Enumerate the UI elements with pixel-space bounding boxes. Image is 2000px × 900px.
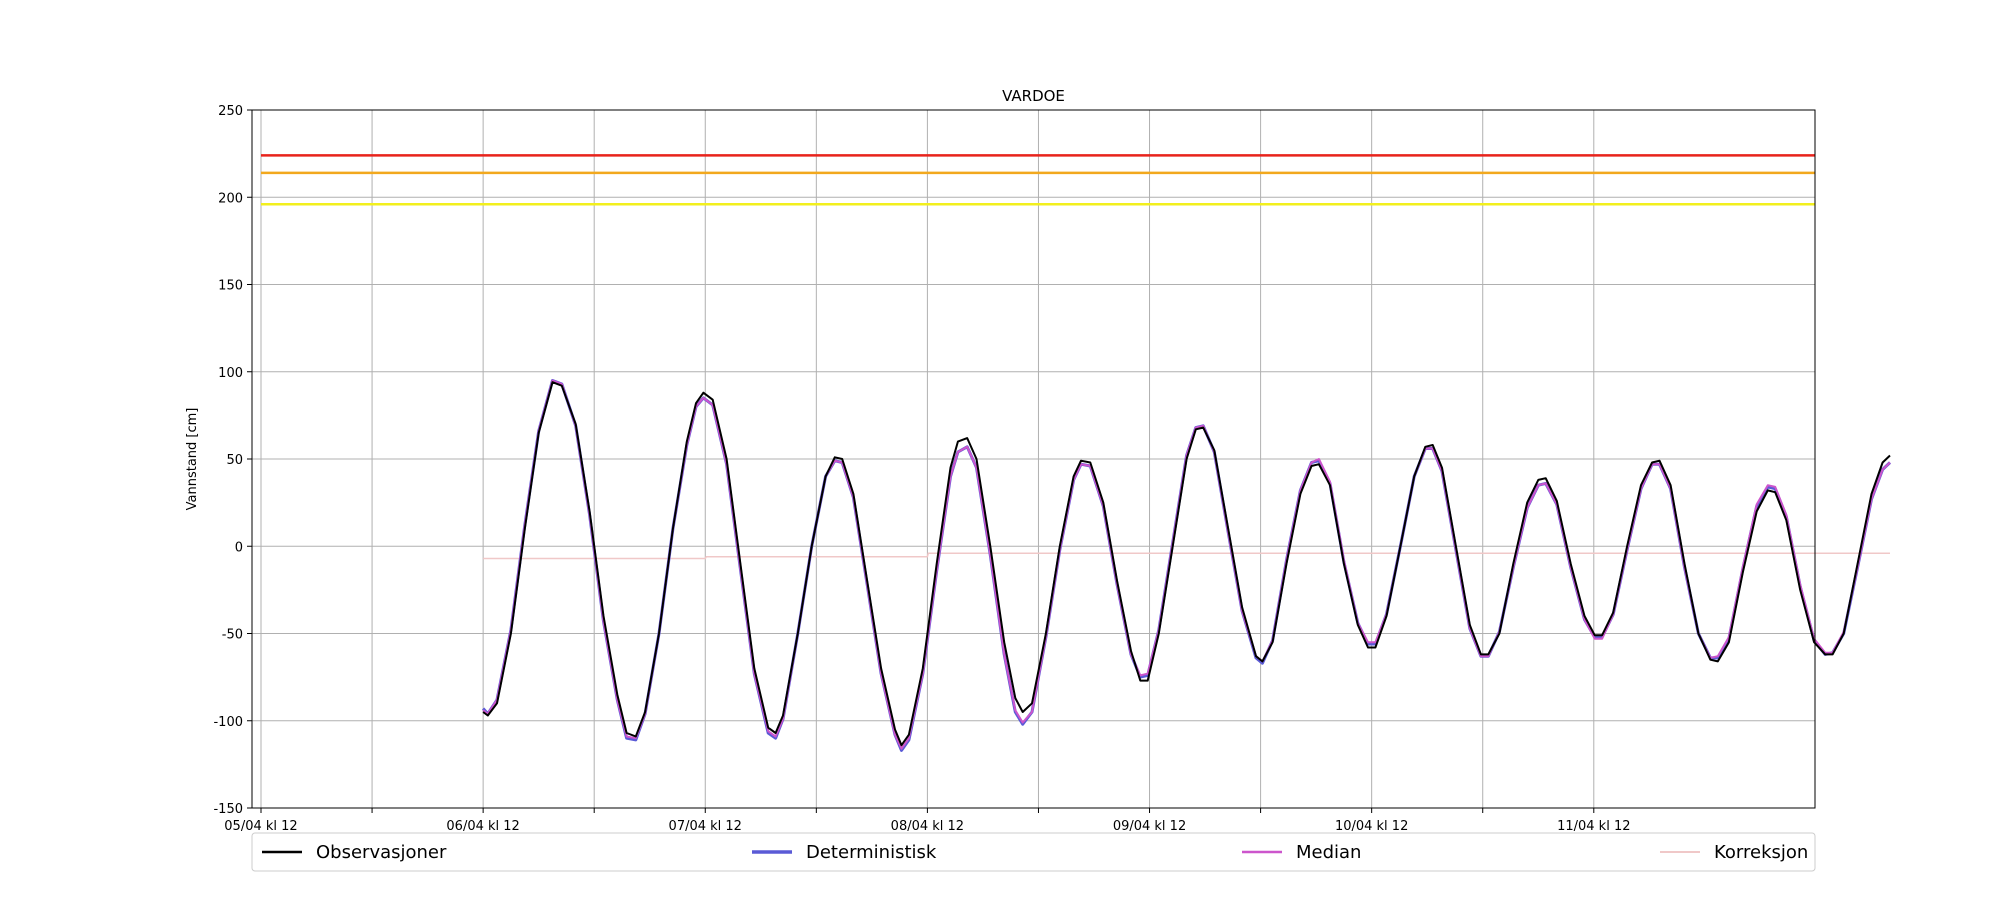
y-tick-label: 150: [218, 279, 243, 294]
y-tick-label: -100: [213, 715, 243, 730]
x-tick-label: 08/04 kl 12: [891, 819, 964, 834]
threshold-layer: [261, 154, 1815, 206]
legend-label: Deterministisk: [806, 842, 937, 863]
legend: Observasjoner Deterministisk Median Korreks…: [251, 832, 1816, 872]
y-tick-label: 100: [218, 366, 243, 381]
series-layer: [481, 379, 1892, 752]
y-tick-label: -150: [213, 802, 243, 817]
x-tick-label: 06/04 kl 12: [446, 819, 519, 834]
grid-layer: [252, 109, 1815, 809]
y-tick-label: -50: [222, 628, 243, 643]
y-tick-label: 50: [226, 453, 243, 468]
legend-label: Observasjoner: [316, 842, 447, 863]
y-axis-label: Vannstand [cm]: [185, 408, 200, 511]
x-tick-label: 11/04 kl 12: [1557, 819, 1630, 834]
series-line-korreksjon: [483, 552, 1890, 560]
x-tick-label: 05/04 kl 12: [224, 819, 297, 834]
series-line-median: [482, 379, 1891, 750]
x-tick-label: 10/04 kl 12: [1335, 819, 1408, 834]
legend-label: Median: [1296, 842, 1361, 863]
legend-box: [251, 832, 1816, 872]
y-tick-label: 0: [235, 540, 243, 555]
chart-title: VARDOE: [1002, 87, 1065, 105]
x-tick-label: 07/04 kl 12: [669, 819, 742, 834]
x-tick-label: 09/04 kl 12: [1113, 819, 1186, 834]
legend-label: Korreksjon: [1714, 842, 1808, 863]
series-line-observasjoner: [482, 381, 1891, 747]
y-tick-label: 200: [218, 191, 243, 206]
axis-layer: -150 -100 -50 0 50 100 150 200 250 05/04 kl 12 06/…: [213, 104, 1630, 834]
y-tick-label: 250: [218, 104, 243, 119]
series-line-deterministisk: [481, 379, 1892, 752]
